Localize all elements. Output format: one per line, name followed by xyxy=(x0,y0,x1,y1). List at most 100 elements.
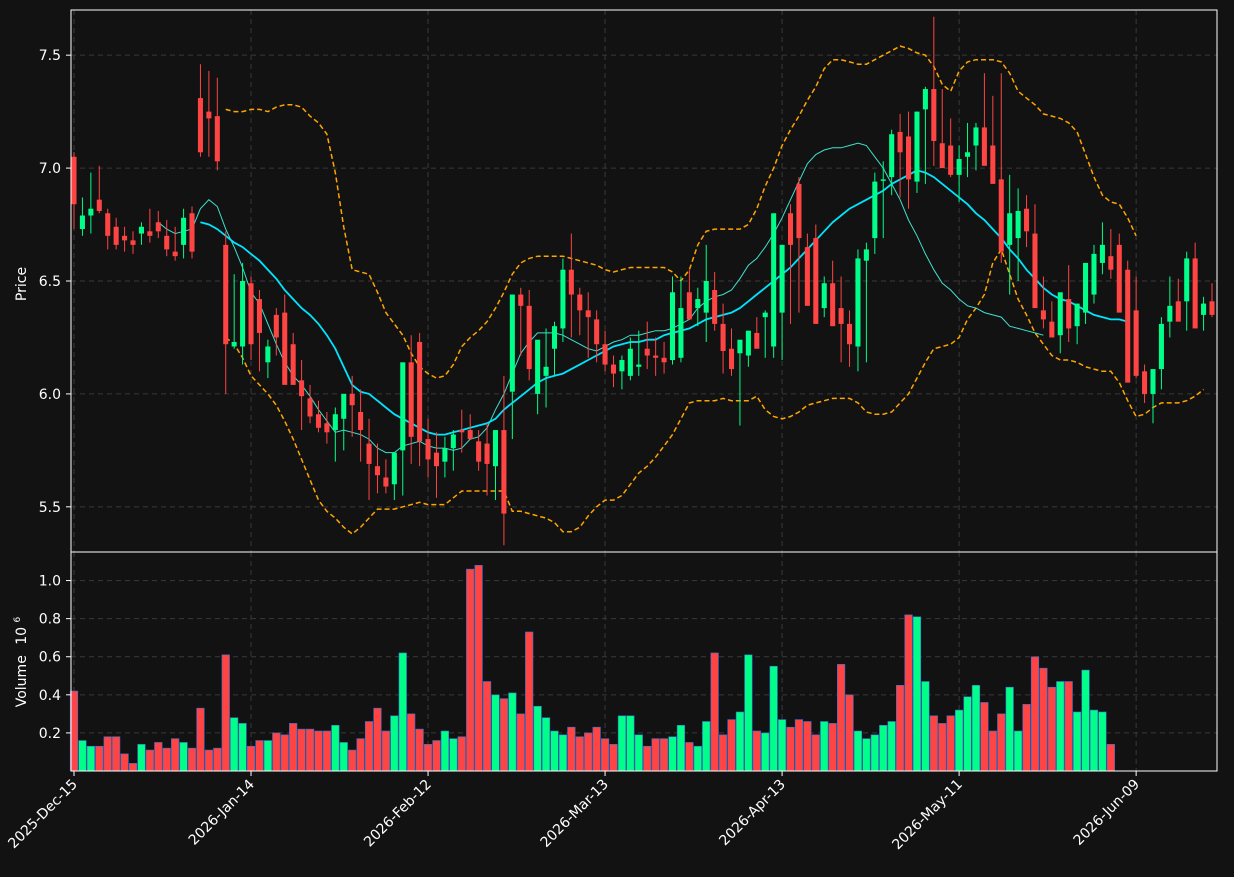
candle-body xyxy=(231,341,237,347)
volume-bar xyxy=(103,736,112,772)
volume-bar xyxy=(550,730,559,772)
candle-body xyxy=(155,222,161,232)
candle-body xyxy=(602,344,608,365)
volume-bar xyxy=(171,738,180,772)
candle-body xyxy=(79,215,85,230)
volume-bar xyxy=(971,685,981,772)
volume-bar xyxy=(1022,704,1031,772)
volume-bar xyxy=(120,753,129,772)
volume-bar xyxy=(305,728,315,772)
volume-bar xyxy=(348,749,357,772)
volume-bar xyxy=(128,763,138,772)
volume-bar xyxy=(449,738,458,772)
volume-bar xyxy=(187,747,197,772)
candle-body xyxy=(374,466,380,476)
candle-body xyxy=(627,348,633,376)
volume-bar xyxy=(761,732,770,772)
candle-body xyxy=(939,143,945,169)
candle-body xyxy=(526,305,532,370)
volume-bar xyxy=(432,740,441,772)
volume-bar xyxy=(752,730,761,772)
volume-bar xyxy=(339,742,348,772)
candle-body xyxy=(965,152,971,157)
volume-bar xyxy=(896,685,905,772)
candle-body xyxy=(619,360,625,372)
candle-body xyxy=(804,247,810,306)
candle-body xyxy=(796,183,802,239)
candle-body xyxy=(1175,301,1181,322)
volume-bar xyxy=(676,724,686,772)
volume-bar xyxy=(457,736,466,772)
volume-bar xyxy=(980,702,989,772)
volume-bar xyxy=(466,568,475,772)
candle-body xyxy=(450,434,456,449)
candle-body xyxy=(1066,299,1072,329)
volume-bar xyxy=(845,694,854,772)
candle-body xyxy=(518,294,524,306)
candle-body xyxy=(256,299,262,333)
candle-body xyxy=(476,441,482,462)
volume-axis-unit: 10 xyxy=(14,627,30,645)
volume-bar xyxy=(1081,669,1090,772)
candle-body xyxy=(147,231,153,236)
candle-body xyxy=(1150,369,1156,394)
volume-axis-exponent: 6 xyxy=(13,616,23,622)
candle-body xyxy=(1192,258,1198,329)
candle-body xyxy=(653,355,659,358)
volume-bar xyxy=(938,723,947,772)
candlesticks xyxy=(71,16,1215,546)
candle-body xyxy=(206,111,212,119)
candle-body xyxy=(105,213,111,236)
candle-body xyxy=(122,235,128,241)
volume-bar xyxy=(112,736,121,772)
candle-body xyxy=(442,448,448,462)
volume-bar xyxy=(575,736,584,772)
volume-bar xyxy=(255,740,264,772)
candle-body xyxy=(138,226,144,234)
volume-bar xyxy=(609,744,618,772)
volume-bar xyxy=(1098,711,1107,772)
candle-body xyxy=(509,294,515,392)
volume-bar xyxy=(508,692,517,772)
candle-body xyxy=(897,131,903,153)
candle-body xyxy=(998,179,1004,252)
volume-bar xyxy=(997,713,1006,772)
candle-body xyxy=(417,341,423,442)
volume-tick-label: 0.2 xyxy=(39,726,61,742)
volume-bar xyxy=(634,734,643,772)
candle-body xyxy=(197,98,203,153)
volume-bar xyxy=(381,730,390,772)
price-tick-label: 7.5 xyxy=(39,48,61,64)
candle-body xyxy=(535,339,541,394)
candle-body xyxy=(265,346,271,363)
volume-bar xyxy=(592,726,601,772)
volume-axis-label: Volume 10 6 xyxy=(13,616,30,707)
candle-body xyxy=(922,89,928,110)
volume-bar xyxy=(499,698,509,772)
candle-body xyxy=(433,452,440,467)
volume-bar xyxy=(390,715,399,772)
price-axis-label: Price xyxy=(14,267,30,301)
volume-bar xyxy=(862,738,871,772)
candle-body xyxy=(787,213,794,245)
volume-bar xyxy=(322,730,331,772)
candle-body xyxy=(846,323,853,345)
candle-body xyxy=(282,312,288,385)
volume-tick-label: 1.0 xyxy=(39,574,61,590)
volume-bar xyxy=(718,734,728,772)
volume-bar xyxy=(230,717,239,772)
candle-body xyxy=(821,283,827,309)
candle-body xyxy=(113,226,119,245)
candle-body xyxy=(290,344,296,385)
candle-body xyxy=(492,430,499,467)
volume-bar xyxy=(887,721,896,772)
candle-body xyxy=(501,430,507,514)
candle-body xyxy=(577,294,583,311)
candle-body xyxy=(973,127,979,146)
candle-body xyxy=(1049,321,1055,338)
volume-bar xyxy=(474,565,483,772)
candle-body xyxy=(855,258,861,347)
candle-body xyxy=(1099,244,1105,263)
candle-body xyxy=(636,364,642,367)
candle-body xyxy=(307,398,313,417)
